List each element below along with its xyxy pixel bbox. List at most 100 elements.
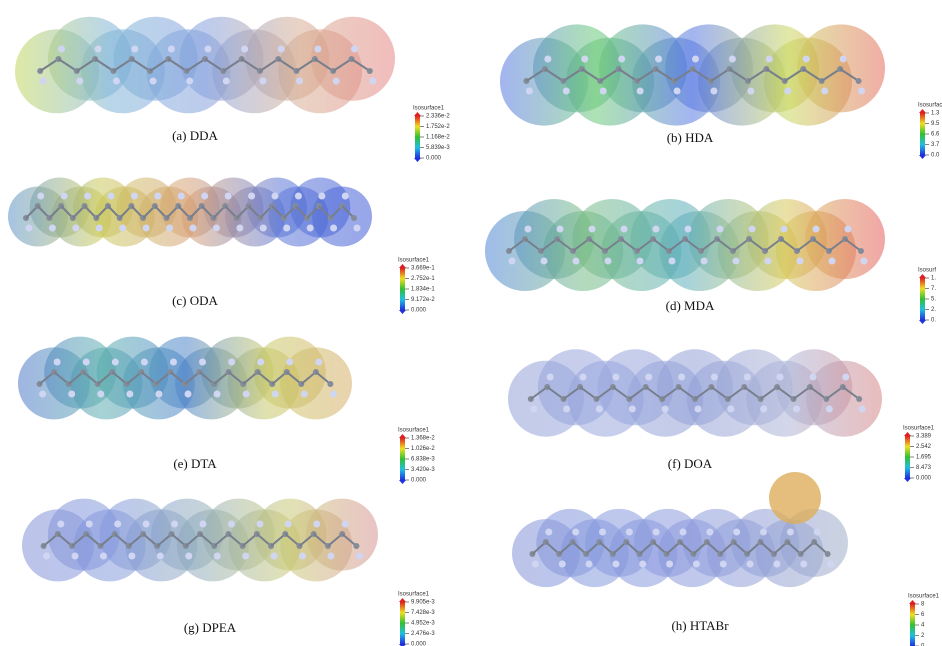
bond bbox=[38, 371, 55, 385]
bond bbox=[85, 533, 102, 547]
color-bar-tip bbox=[414, 158, 421, 162]
bond bbox=[786, 541, 802, 555]
color-bar-tip bbox=[414, 112, 421, 116]
bond bbox=[620, 238, 638, 252]
caption: (f) DOA bbox=[668, 456, 713, 471]
molecule bbox=[8, 177, 372, 247]
bond bbox=[198, 371, 215, 385]
bond bbox=[809, 386, 827, 400]
bond bbox=[595, 386, 614, 400]
hydrogen bbox=[300, 390, 308, 398]
hydrogen bbox=[277, 45, 285, 53]
legend-label: 8.473 bbox=[916, 465, 932, 471]
bond bbox=[525, 68, 546, 82]
hydrogen bbox=[185, 552, 193, 560]
hydrogen bbox=[800, 560, 808, 568]
hydrogen bbox=[350, 45, 358, 53]
hydrogen bbox=[813, 528, 821, 536]
hydrogen bbox=[142, 224, 150, 232]
bond bbox=[728, 68, 749, 82]
legend-label: 3.7 bbox=[931, 142, 940, 148]
legend-label: 6 bbox=[921, 612, 925, 618]
bond bbox=[57, 58, 78, 72]
hydrogen bbox=[212, 224, 220, 232]
hydrogen bbox=[167, 45, 175, 53]
hydrogen bbox=[332, 77, 340, 85]
hydrogen bbox=[710, 373, 718, 381]
hydrogen bbox=[48, 224, 56, 232]
hydrogen bbox=[776, 373, 784, 381]
bond bbox=[839, 68, 860, 82]
bond bbox=[227, 533, 244, 547]
hydrogen bbox=[270, 552, 278, 560]
hydrogen bbox=[76, 77, 84, 85]
hydrogen bbox=[37, 192, 45, 200]
hydrogen bbox=[620, 225, 628, 233]
hydrogen bbox=[545, 528, 553, 536]
legend-label: 3.669e-1 bbox=[411, 266, 435, 272]
hydrogen bbox=[199, 358, 207, 366]
bond bbox=[598, 541, 614, 555]
hydrogen bbox=[71, 552, 79, 560]
hydrogen bbox=[318, 192, 326, 200]
bond bbox=[579, 386, 598, 400]
hydrogen bbox=[329, 390, 337, 398]
legend-label: 9.905e-3 bbox=[411, 600, 435, 606]
hydrogen bbox=[299, 552, 307, 560]
caption: (c) ODA bbox=[172, 293, 218, 308]
hydrogen bbox=[58, 45, 66, 53]
hydrogen bbox=[271, 390, 279, 398]
bond bbox=[204, 58, 224, 72]
hydrogen bbox=[636, 257, 644, 265]
bond bbox=[71, 533, 87, 547]
legend-label: 4 bbox=[921, 623, 925, 629]
hydrogen bbox=[765, 55, 773, 63]
bond bbox=[792, 386, 811, 400]
bond bbox=[284, 533, 301, 547]
color-bar-tip bbox=[399, 434, 406, 438]
hydrogen bbox=[257, 358, 265, 366]
hydrogen bbox=[128, 552, 136, 560]
hydrogen bbox=[259, 77, 267, 85]
hydrogen bbox=[828, 257, 836, 265]
bond bbox=[764, 238, 782, 252]
bond bbox=[53, 371, 70, 385]
hydrogen bbox=[112, 77, 120, 85]
hydrogen bbox=[296, 77, 304, 85]
legend-label: 5.839e-3 bbox=[426, 145, 450, 151]
hydrogen bbox=[201, 192, 209, 200]
bond bbox=[748, 238, 766, 252]
hydrogen bbox=[625, 528, 633, 536]
atom bbox=[856, 396, 863, 402]
hydrogen bbox=[544, 55, 552, 63]
bond bbox=[618, 68, 638, 82]
legend-label: 9.172e-2 bbox=[411, 297, 435, 303]
bond bbox=[844, 238, 862, 252]
bond bbox=[802, 68, 823, 82]
legend-label: 1.168e-2 bbox=[426, 135, 450, 141]
hydrogen bbox=[728, 55, 736, 63]
color-bar bbox=[920, 278, 925, 320]
bond bbox=[710, 68, 730, 82]
hydrogen bbox=[68, 390, 76, 398]
legend-title: Isosurface1 bbox=[398, 428, 430, 434]
atom bbox=[353, 543, 360, 549]
legend-label: 3.420e-3 bbox=[411, 467, 435, 473]
legend-label: 2.542 bbox=[916, 444, 932, 450]
bond bbox=[813, 541, 829, 555]
hydrogen bbox=[97, 390, 105, 398]
bond bbox=[57, 533, 73, 547]
hydrogen bbox=[94, 45, 102, 53]
hydrogen bbox=[130, 192, 138, 200]
hydrogen bbox=[57, 520, 65, 528]
bond bbox=[546, 386, 565, 400]
bond bbox=[732, 238, 750, 252]
hydrogen bbox=[111, 358, 119, 366]
hydrogen bbox=[227, 520, 235, 528]
legend-label: 1.834e-1 bbox=[411, 287, 435, 293]
hydrogen bbox=[171, 520, 179, 528]
bond bbox=[821, 68, 841, 82]
hydrogen bbox=[692, 560, 700, 568]
bond bbox=[773, 541, 789, 555]
hydrogen bbox=[684, 225, 692, 233]
